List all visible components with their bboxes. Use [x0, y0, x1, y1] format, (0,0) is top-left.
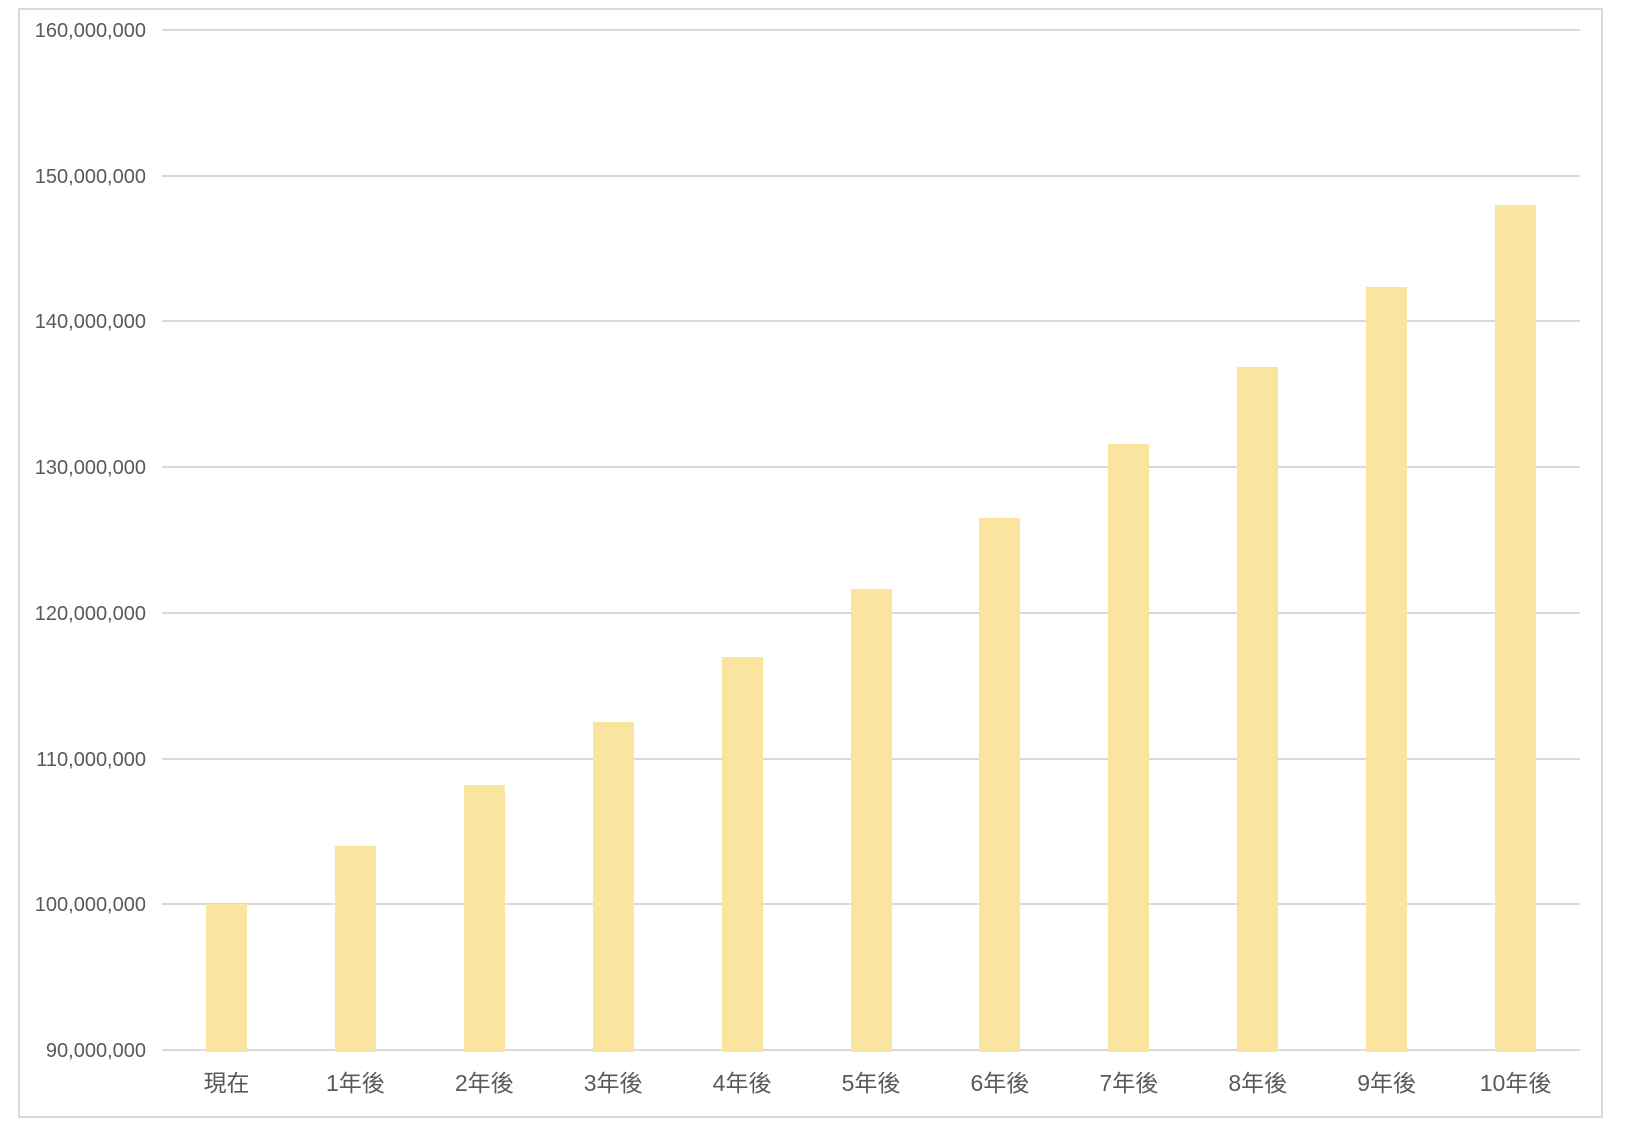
x-axis-label: 1年後 — [325, 1070, 385, 1096]
x-axis-label: 7年後 — [1099, 1070, 1159, 1096]
x-axis-label: 5年後 — [841, 1070, 901, 1096]
bar-10年後 — [1495, 204, 1537, 1052]
y-axis-label: 160,000,000 — [34, 20, 146, 42]
x-axis-label: 2年後 — [454, 1070, 514, 1096]
y-axis-label: 130,000,000 — [34, 457, 146, 480]
gridline — [162, 174, 1580, 177]
bar-現在 — [205, 904, 247, 1052]
x-axis-label: 9年後 — [1357, 1070, 1417, 1096]
gridline — [162, 320, 1580, 323]
x-axis-label: 現在 — [203, 1070, 250, 1096]
x-axis-label: 6年後 — [970, 1070, 1030, 1096]
y-axis-label: 90,000,000 — [45, 1040, 146, 1062]
y-axis-label: 110,000,000 — [36, 748, 146, 771]
gridline — [162, 466, 1580, 469]
y-axis-label: 100,000,000 — [34, 894, 146, 917]
bar-1年後 — [334, 846, 376, 1052]
gridline — [162, 29, 1580, 31]
bar-8年後 — [1237, 367, 1279, 1052]
bar-3年後 — [592, 722, 634, 1052]
bar-7年後 — [1108, 443, 1150, 1052]
x-axis-label: 4年後 — [712, 1070, 772, 1096]
x-axis-label: 8年後 — [1228, 1070, 1288, 1096]
x-axis-label: 3年後 — [583, 1070, 643, 1096]
bar-5年後 — [850, 588, 892, 1052]
x-axis-label: 10年後 — [1479, 1070, 1552, 1096]
y-axis-label: 150,000,000 — [34, 165, 146, 188]
y-axis-label: 120,000,000 — [34, 602, 146, 625]
bar-9年後 — [1366, 287, 1408, 1052]
bar-2年後 — [463, 785, 505, 1052]
y-axis-label: 140,000,000 — [34, 311, 146, 334]
bar-6年後 — [979, 517, 1021, 1052]
bar-chart: 90,000,000 100,000,000 110,000,000 120,000,… — [18, 8, 1603, 1118]
bar-4年後 — [721, 656, 763, 1052]
